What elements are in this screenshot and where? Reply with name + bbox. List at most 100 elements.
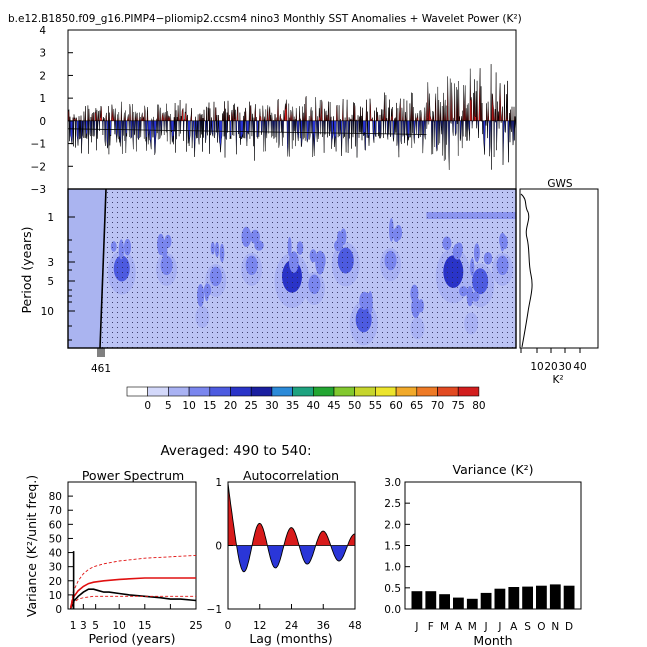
variance-xtick-label: S bbox=[524, 621, 531, 633]
ts-ytick-label: −2 bbox=[31, 161, 46, 173]
ts-ytick-label: 4 bbox=[39, 25, 46, 37]
ps-ytick-label: 70 bbox=[49, 505, 62, 517]
colorbar-swatch bbox=[457, 386, 480, 397]
gws-xtick-label: 40 bbox=[573, 361, 586, 373]
colorbar-swatch bbox=[147, 386, 169, 397]
colorbar-swatch bbox=[375, 386, 397, 397]
wavelet-xtick-label: 461 bbox=[91, 363, 111, 375]
colorbar-swatch bbox=[416, 386, 438, 397]
colorbar-swatch bbox=[354, 386, 376, 397]
cone-of-influence bbox=[68, 189, 106, 348]
autocorrelation-panel: Autocorrelation 10−10 12 24 36 48 Lag (month… bbox=[207, 468, 362, 646]
variance-xtick-label: J bbox=[484, 621, 488, 633]
ts-ytick-label: 2 bbox=[39, 70, 46, 82]
ts-ytick-label: −1 bbox=[31, 139, 46, 151]
power-spectrum-series-line bbox=[69, 588, 197, 610]
ps-ytick-label: 30 bbox=[49, 562, 62, 574]
variance-xtick-label: M bbox=[468, 621, 477, 633]
wavelet-frame bbox=[67, 188, 517, 349]
averaged-label: Averaged: 490 to 540: bbox=[160, 443, 311, 459]
ac-ytick-label: −1 bbox=[207, 604, 222, 616]
ps-ytick-label: 10 bbox=[49, 590, 62, 602]
ts-ytick-label: 0 bbox=[39, 116, 46, 128]
ac-ytick-label: 1 bbox=[215, 477, 222, 489]
colorbar-label: 10 bbox=[182, 400, 195, 412]
autocorrelation-marks bbox=[228, 483, 355, 573]
timeseries-y-axis: 4 3 2 1 0 −1 −2 −3 bbox=[31, 25, 73, 196]
baseline-line bbox=[68, 128, 427, 135]
ps-xtick-label: 1 bbox=[70, 620, 77, 632]
variance-bar bbox=[563, 585, 575, 609]
autocorrelation-title: Autocorrelation bbox=[243, 468, 339, 483]
power-spectrum-title: Power Spectrum bbox=[82, 468, 184, 483]
variance-bar bbox=[494, 588, 506, 609]
power-spectrum-marks bbox=[69, 551, 197, 610]
ac-xtick-label: 12 bbox=[253, 620, 266, 632]
ps-ytick-label: 60 bbox=[49, 519, 62, 531]
colorbar-swatch bbox=[168, 386, 190, 397]
power-spectrum-series-line bbox=[69, 577, 196, 608]
variance-xtick-label: J bbox=[414, 621, 418, 633]
colorbar-label: 60 bbox=[389, 400, 402, 412]
ac-xtick-label: 36 bbox=[317, 620, 331, 632]
ps-ytick-label: 80 bbox=[49, 491, 62, 503]
variance-ytick-label: 1.5 bbox=[384, 541, 401, 553]
power-spectrum-axes: 0 10 20 30 40 50 60 70 80 1 3 5 10 15 25 bbox=[49, 491, 203, 632]
gws-panel: GWS 10 20 30 40 K² bbox=[519, 178, 599, 386]
power-spectrum-panel: Power Spectrum 0 10 20 30 40 50 60 70 80 1 3 5 10 15 2… bbox=[24, 468, 203, 646]
autocorrelation-positive-fill bbox=[228, 483, 355, 546]
variance-xtick-label: J bbox=[497, 621, 501, 633]
ac-xtick-label: 24 bbox=[285, 620, 299, 632]
ps-ytick-label: 0 bbox=[55, 604, 62, 616]
variance-bar bbox=[480, 592, 492, 609]
variance-bar bbox=[453, 597, 464, 609]
variance-bar bbox=[411, 591, 423, 609]
variance-bar bbox=[536, 585, 547, 609]
variance-bar bbox=[522, 586, 533, 609]
colorbar-swatch bbox=[395, 386, 418, 397]
colorbar-swatch bbox=[230, 386, 252, 397]
colorbar-swatch bbox=[292, 386, 314, 397]
ps-xtick-label: 3 bbox=[80, 620, 87, 632]
power-spectrum-ylabel: Variance (K²/unit freq.) bbox=[24, 475, 39, 617]
variance-xtick-label: N bbox=[551, 621, 559, 633]
gws-xlabel: K² bbox=[552, 374, 563, 386]
ps-xtick-label: 25 bbox=[189, 620, 202, 632]
power-spectrum-xlabel: Period (years) bbox=[88, 631, 175, 646]
variance-bar bbox=[508, 587, 520, 609]
wavelet-x-ticks bbox=[97, 348, 105, 357]
wavelet-significance-stipple bbox=[68, 189, 516, 348]
ts-ytick-label: −3 bbox=[31, 184, 46, 196]
gws-title: GWS bbox=[547, 178, 573, 190]
colorbar-swatch bbox=[126, 386, 149, 397]
colorbar-label: 15 bbox=[203, 400, 216, 412]
colorbar-label: 55 bbox=[369, 400, 382, 412]
colorbar-label: 25 bbox=[245, 400, 258, 412]
power-spectrum-series-line bbox=[70, 595, 196, 610]
variance-panel: Variance (K²) J F M A M J J A S O N D0.00.51.01.52.… bbox=[384, 462, 582, 647]
variance-axes: J F M A M J J A S O N D0.00.51.01.52.02.53.0 bbox=[384, 477, 573, 633]
gws-xtick-label: 30 bbox=[558, 361, 571, 373]
ac-ytick-label: 0 bbox=[215, 541, 222, 553]
timeseries-panel: 4 3 2 1 0 −1 −2 −3 bbox=[31, 25, 517, 196]
wavelet-ytick-label: 1 bbox=[47, 212, 54, 224]
wavelet-ytick-label: 10 bbox=[41, 306, 54, 318]
ps-xtick-label: 15 bbox=[138, 620, 151, 632]
variance-bar bbox=[549, 584, 561, 609]
gws-xtick-label: 20 bbox=[544, 361, 557, 373]
colorbar-label: 0 bbox=[144, 400, 151, 412]
variance-xtick-label: O bbox=[537, 621, 545, 633]
autocorrelation-axes: 10−10 12 24 36 48 bbox=[207, 477, 362, 632]
variance-xtick-label: D bbox=[565, 621, 573, 633]
variance-title: Variance (K²) bbox=[453, 462, 534, 477]
colorbar-swatch bbox=[271, 386, 293, 397]
colorbar-swatch bbox=[188, 386, 211, 397]
colorbar-swatch bbox=[437, 386, 459, 397]
positive-anomaly-fill bbox=[68, 64, 516, 121]
ps-xtick-label: 5 bbox=[92, 620, 99, 632]
timeseries-frame bbox=[67, 29, 517, 190]
autocorrelation-negative-fill bbox=[228, 545, 355, 572]
variance-ytick-label: 2.0 bbox=[384, 519, 401, 531]
colorbar-label: 45 bbox=[327, 400, 340, 412]
